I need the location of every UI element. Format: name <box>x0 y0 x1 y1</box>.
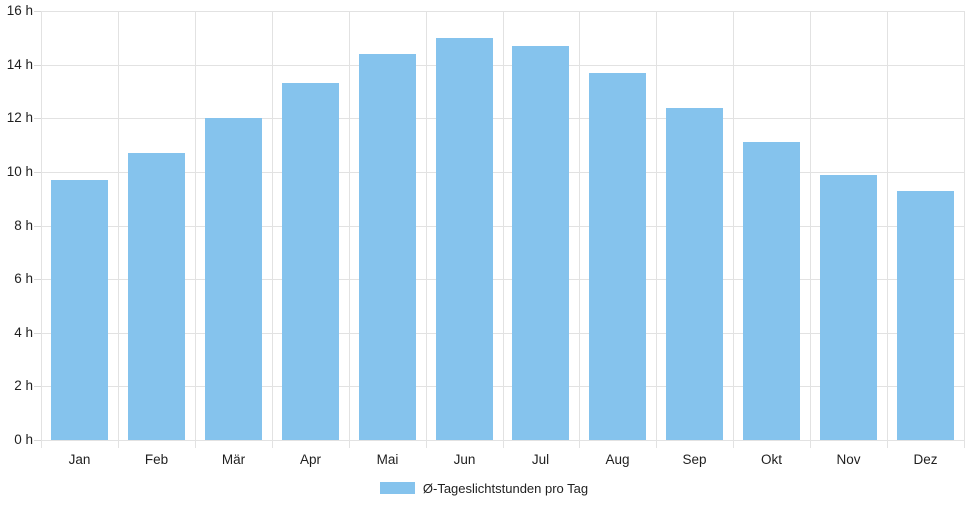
y-axis-tick-label: 8 h <box>14 218 33 233</box>
x-gridline <box>118 11 119 448</box>
y-axis-tick-label: 10 h <box>6 164 33 179</box>
bar-aug <box>589 73 646 440</box>
bar-nov <box>820 175 877 440</box>
y-axis-tick-label: 0 h <box>14 432 33 447</box>
y-axis-tick-label: 14 h <box>6 57 33 72</box>
x-axis-label-sep: Sep <box>682 452 707 467</box>
y-axis-tick <box>34 279 41 280</box>
x-gridline <box>503 11 504 448</box>
x-axis-label-okt: Okt <box>760 452 782 467</box>
bar-jan <box>51 180 108 440</box>
y-axis-tick <box>34 65 41 66</box>
x-axis-label-mär: Mär <box>221 452 246 467</box>
x-gridline <box>887 11 888 448</box>
x-gridline <box>195 11 196 448</box>
x-axis-label-dez: Dez <box>913 452 938 467</box>
y-gridline <box>41 333 964 334</box>
x-axis-label-mai: Mai <box>376 452 399 467</box>
y-gridline <box>41 386 964 387</box>
legend-label: Ø-Tageslichtstunden pro Tag <box>422 480 589 496</box>
y-axis-tick <box>34 118 41 119</box>
y-axis-tick-label: 4 h <box>14 325 33 340</box>
bar-dez <box>897 191 954 440</box>
y-axis-tick-label: 6 h <box>14 271 33 286</box>
bar-mär <box>205 118 262 440</box>
x-axis-label-jun: Jun <box>453 452 476 467</box>
y-axis-tick-label: 12 h <box>6 110 33 125</box>
y-gridline <box>41 172 964 173</box>
x-axis-label-feb: Feb <box>144 452 169 467</box>
y-gridline <box>41 65 964 66</box>
bar-sep <box>666 108 723 440</box>
y-axis-tick <box>34 386 41 387</box>
x-axis-label-aug: Aug <box>605 452 630 467</box>
bar-okt <box>743 142 800 440</box>
x-axis-label-apr: Apr <box>299 452 321 467</box>
bar-jul <box>512 46 569 440</box>
legend-item[interactable]: Ø-Tageslichtstunden pro Tag <box>0 480 968 496</box>
y-gridline <box>41 118 964 119</box>
x-axis-label-jul: Jul <box>531 452 550 467</box>
x-gridline <box>41 11 42 448</box>
x-gridline <box>426 11 427 448</box>
y-axis-tick <box>34 11 41 12</box>
y-axis-tick <box>34 333 41 334</box>
y-gridline <box>41 279 964 280</box>
x-gridline <box>964 11 965 448</box>
y-axis-tick <box>34 440 41 441</box>
bar-mai <box>359 54 416 440</box>
x-gridline <box>656 11 657 448</box>
bar-feb <box>128 153 185 440</box>
x-gridline <box>349 11 350 448</box>
x-gridline <box>579 11 580 448</box>
y-axis-tick <box>34 226 41 227</box>
bar-apr <box>282 83 339 440</box>
y-axis-tick-label: 16 h <box>6 3 33 18</box>
y-axis-tick-label: 2 h <box>14 378 33 393</box>
x-gridline <box>272 11 273 448</box>
y-gridline <box>41 226 964 227</box>
y-axis-tick <box>34 172 41 173</box>
y-gridline <box>41 11 964 12</box>
x-gridline <box>810 11 811 448</box>
x-axis-label-jan: Jan <box>68 452 91 467</box>
bar-jun <box>436 38 493 440</box>
x-axis-label-nov: Nov <box>836 452 861 467</box>
legend-swatch-icon <box>379 482 415 494</box>
x-gridline <box>733 11 734 448</box>
y-gridline <box>41 440 964 441</box>
